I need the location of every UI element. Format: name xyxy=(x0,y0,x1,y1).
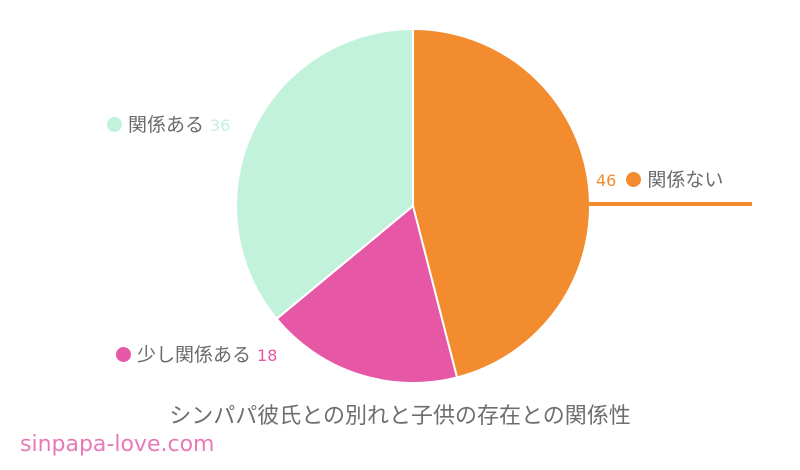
chart-title: シンパパ彼氏との別れと子供の存在との関係性 xyxy=(169,404,631,429)
watermark: sinpapa-love.com xyxy=(20,432,215,457)
legend-dot-icon xyxy=(626,172,642,187)
pie-slice-1 xyxy=(275,204,459,384)
pie-slice-0 xyxy=(412,27,591,379)
pie-slice-2 xyxy=(235,27,414,321)
legend-dot-icon xyxy=(107,117,122,132)
label-kankei-nai: 46 関係ない xyxy=(596,169,724,191)
label-kankei-aru: 関係ある 36 xyxy=(107,113,230,138)
legend-dot-icon xyxy=(116,347,131,362)
label-sukoshi-kankei-aru: 少し関係ある 18 xyxy=(116,343,277,368)
